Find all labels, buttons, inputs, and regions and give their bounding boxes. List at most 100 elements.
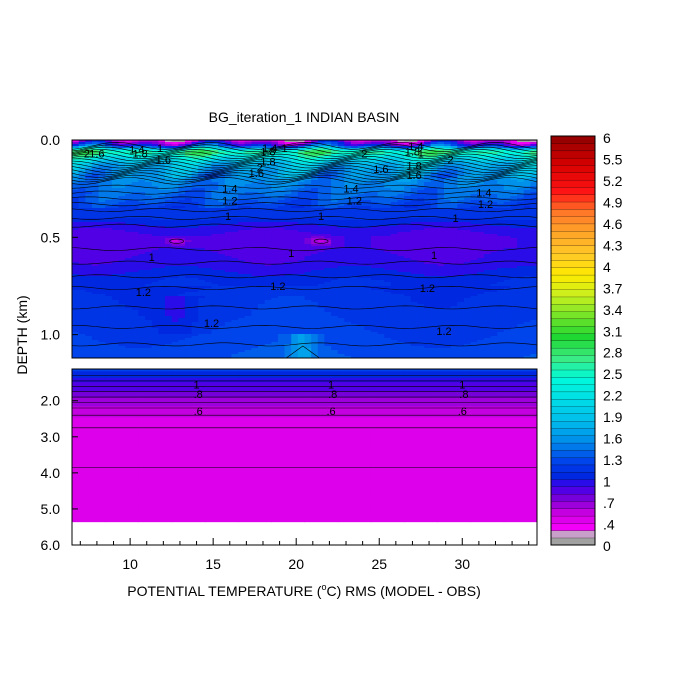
field-cell <box>503 220 512 223</box>
field-cell <box>251 242 259 245</box>
field-cell <box>98 156 106 159</box>
field-cell <box>444 222 452 225</box>
field-cell <box>397 252 405 255</box>
field-cell <box>277 220 286 223</box>
field-cell <box>224 278 233 281</box>
field-cell <box>258 234 266 237</box>
field-cell <box>530 244 537 247</box>
field-cell <box>158 208 166 211</box>
field-cell <box>483 140 492 143</box>
field-cell <box>211 218 219 221</box>
field-cell <box>370 262 379 265</box>
field-cell <box>224 236 233 239</box>
field-cell <box>424 254 432 257</box>
field-cell <box>284 214 292 217</box>
field-cell <box>523 154 531 157</box>
field-cell <box>304 254 312 257</box>
field-cell <box>457 166 465 169</box>
field-cell <box>151 250 159 253</box>
field-cell <box>344 218 352 221</box>
field-cell <box>178 278 186 281</box>
field-cell <box>304 188 312 191</box>
field-cell <box>404 174 412 177</box>
field-cell <box>417 232 425 235</box>
field-cell <box>530 210 537 213</box>
field-cell <box>85 214 93 217</box>
field-cell <box>437 236 445 239</box>
field-cell <box>171 250 179 253</box>
field-cell <box>284 248 292 251</box>
field-cell <box>304 278 312 281</box>
field-cell <box>198 242 206 245</box>
field-cell <box>430 248 438 251</box>
field-cell <box>311 240 319 243</box>
field-cell <box>284 238 292 241</box>
field-cell <box>191 258 199 261</box>
field-cell <box>277 204 286 207</box>
field-cell <box>410 234 419 237</box>
field-cell <box>390 236 399 239</box>
field-cell <box>311 262 319 265</box>
field-cell <box>297 148 306 151</box>
field-cell <box>311 246 319 249</box>
field-cell <box>437 198 445 201</box>
field-cell <box>351 176 359 179</box>
field-cell <box>218 264 226 267</box>
field-cell <box>357 150 365 153</box>
field-cell <box>311 224 319 227</box>
field-cell <box>317 258 326 261</box>
field-cell <box>304 150 312 153</box>
field-cell <box>357 172 365 175</box>
field-cell <box>85 260 93 263</box>
field-cell <box>178 180 186 183</box>
field-cell <box>317 152 326 155</box>
field-cell <box>404 208 412 211</box>
field-cell <box>111 198 120 201</box>
field-cell <box>357 254 365 257</box>
field-cell <box>231 146 239 149</box>
field-cell <box>523 260 531 263</box>
field-cell <box>324 172 332 175</box>
field-cell <box>224 258 233 261</box>
field-cell <box>284 140 292 143</box>
field-cell <box>204 182 213 185</box>
field-cell <box>224 152 233 155</box>
field-cell <box>238 194 246 197</box>
field-cell <box>91 276 100 279</box>
field-cell <box>384 250 392 253</box>
field-cell <box>78 248 86 251</box>
field-cell <box>184 236 193 239</box>
field-cell <box>151 264 159 267</box>
field-cell <box>497 188 505 191</box>
field-cell <box>457 184 465 187</box>
field-cell <box>317 208 326 211</box>
field-cell <box>125 154 133 157</box>
field-cell <box>271 148 279 151</box>
field-cell <box>337 248 345 251</box>
field-cell <box>78 188 86 191</box>
field-cell <box>291 250 299 253</box>
field-cell <box>404 240 412 243</box>
field-cell <box>397 204 405 207</box>
field-cell <box>72 262 80 265</box>
field-cell <box>503 212 512 215</box>
field-cell <box>91 168 100 171</box>
field-cell <box>337 200 345 203</box>
field-cell <box>151 224 159 227</box>
field-cell <box>457 152 465 155</box>
field-cell <box>311 274 319 277</box>
field-cell <box>337 170 345 173</box>
field-cell <box>131 228 140 231</box>
field-cell <box>218 248 226 251</box>
field-cell <box>284 244 292 247</box>
field-cell <box>284 278 292 281</box>
field-cell <box>158 240 166 243</box>
field-cell <box>404 152 412 155</box>
field-cell <box>311 242 319 245</box>
field-cell <box>198 154 206 157</box>
field-cell <box>517 258 525 261</box>
field-cell <box>477 180 485 183</box>
field-cell <box>244 208 252 211</box>
field-cell <box>251 264 259 267</box>
field-cell <box>351 278 359 281</box>
